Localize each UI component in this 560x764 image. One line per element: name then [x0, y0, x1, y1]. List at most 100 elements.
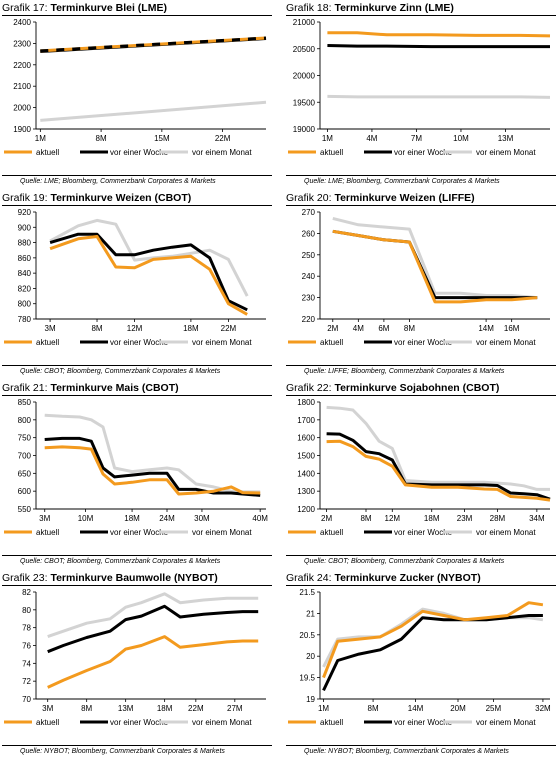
- y-tick-label: 880: [18, 239, 32, 248]
- x-tick-label: 2M: [327, 324, 338, 333]
- divider: [286, 365, 556, 366]
- line-chart: 550 600 650 700 750 800 850 3M 10M 18M 24M 30M 40M ak…: [4, 398, 268, 537]
- series-line: [327, 94, 551, 99]
- y-tick-label: 550: [18, 505, 32, 514]
- x-tick-label: 1M: [35, 134, 46, 143]
- series-line: [40, 100, 267, 122]
- x-tick-label: 8M: [360, 514, 371, 523]
- x-tick-label: 12M: [385, 514, 401, 523]
- y-tick-label: 19: [306, 695, 315, 704]
- line-chart: 70 72 74 76 78 80 82 3M 8M 13M 18M 22M 27M aktuell vor…: [4, 588, 266, 727]
- y-tick-label: 1300: [297, 487, 315, 496]
- legend-label: vor einer Woche: [110, 148, 169, 157]
- y-tick-label: 650: [18, 469, 32, 478]
- chart-title-text: Terminkurve Sojabohnen (CBOT): [334, 382, 500, 394]
- series-line: [332, 229, 538, 304]
- line-chart: 220 230 240 250 260 270 2M 4M 6M 8M 14M 16M aktuell v…: [288, 208, 550, 347]
- source-note: Quelle: NYBOT; Bloomberg, Commerzbank Co…: [20, 748, 225, 755]
- x-tick-label: 20M: [450, 704, 466, 713]
- y-tick-label: 19500: [293, 98, 316, 107]
- chart-panel: Grafik 21: Terminkurve Mais (CBOT) Quelle…: [2, 380, 274, 568]
- y-tick-label: 230: [302, 294, 316, 303]
- x-tick-label: 8M: [91, 324, 102, 333]
- x-tick-label: 10M: [78, 514, 94, 523]
- x-tick-label: 6M: [378, 324, 389, 333]
- figure-number: Grafik 22:: [286, 382, 332, 394]
- x-tick-label: 28M: [490, 514, 506, 523]
- y-tick-label: 220: [302, 315, 316, 324]
- x-tick-label: 22M: [215, 134, 231, 143]
- y-tick-label: 900: [18, 223, 32, 232]
- source-note: Quelle: LIFFE; Bloomberg, Commerzbank Co…: [304, 368, 505, 375]
- y-tick-label: 1200: [297, 505, 315, 514]
- chart-panel: Grafik 20: Terminkurve Weizen (LIFFE) Que…: [286, 190, 558, 378]
- series-line: [44, 445, 261, 496]
- x-tick-label: 12M: [127, 324, 143, 333]
- legend-label: vor einem Monat: [192, 718, 252, 727]
- chart-title-text: Terminkurve Zinn (LME): [334, 2, 454, 14]
- line-chart: 1200 1300 1400 1500 1600 1700 1800 2M 8M 12M 18M 23…: [288, 398, 551, 537]
- chart-panel: Grafik 17: Terminkurve Blei (LME) Quelle:…: [2, 0, 274, 188]
- x-tick-label: 27M: [227, 704, 243, 713]
- series-line: [332, 216, 538, 300]
- legend-label: aktuell: [36, 718, 59, 727]
- x-tick-label: 7M: [411, 134, 422, 143]
- series-line: [44, 436, 261, 497]
- series-line: [322, 601, 544, 679]
- series-line: [47, 604, 259, 654]
- y-tick-label: 850: [18, 398, 32, 407]
- legend-label: aktuell: [320, 148, 343, 157]
- series-line: [326, 432, 551, 501]
- figure-number: Grafik 18:: [286, 2, 332, 14]
- x-tick-label: 16M: [504, 324, 520, 333]
- y-tick-label: 600: [18, 487, 32, 496]
- x-tick-label: 18M: [424, 514, 440, 523]
- divider: [2, 15, 272, 16]
- x-tick-label: 8M: [96, 134, 107, 143]
- divider: [286, 175, 556, 176]
- y-tick-label: 2000: [13, 104, 31, 113]
- x-tick-label: 30M: [194, 514, 210, 523]
- series-line: [326, 439, 551, 502]
- y-tick-label: 21.5: [299, 588, 315, 597]
- y-tick-label: 19000: [293, 125, 316, 134]
- figure-number: Grafik 19:: [2, 192, 48, 204]
- y-tick-label: 80: [22, 606, 31, 615]
- legend-label: aktuell: [320, 338, 343, 347]
- figure-number: Grafik 24:: [286, 572, 332, 584]
- legend-label: vor einer Woche: [394, 148, 453, 157]
- legend-label: vor einem Monat: [192, 338, 252, 347]
- y-tick-label: 1700: [297, 416, 315, 425]
- chart-title: Grafik 17: Terminkurve Blei (LME): [2, 2, 167, 14]
- x-tick-label: 1M: [322, 134, 333, 143]
- x-tick-label: 22M: [221, 324, 237, 333]
- series-line: [327, 31, 551, 38]
- chart-title-text: Terminkurve Mais (CBOT): [50, 382, 179, 394]
- chart-panel: Grafik 19: Terminkurve Weizen (CBOT) Quel…: [2, 190, 274, 378]
- divider: [2, 745, 272, 746]
- chart-title-text: Terminkurve Weizen (LIFFE): [334, 192, 475, 204]
- legend-label: vor einer Woche: [110, 338, 169, 347]
- series-line: [47, 592, 259, 639]
- legend-label: vor einem Monat: [192, 528, 252, 537]
- figure-number: Grafik 23:: [2, 572, 48, 584]
- chart-panel: Grafik 22: Terminkurve Sojabohnen (CBOT)…: [286, 380, 558, 568]
- source-note: Quelle: CBOT; Bloomberg, Commerzbank Cor…: [20, 558, 221, 565]
- y-tick-label: 20500: [293, 45, 316, 54]
- series-line: [332, 229, 538, 300]
- legend-label: vor einer Woche: [110, 528, 169, 537]
- x-tick-label: 8M: [368, 704, 379, 713]
- legend-label: vor einem Monat: [476, 718, 536, 727]
- y-tick-label: 270: [302, 208, 316, 217]
- y-tick-label: 2300: [13, 39, 31, 48]
- series-line: [40, 36, 267, 53]
- divider: [286, 555, 556, 556]
- legend-label: aktuell: [36, 338, 59, 347]
- y-tick-label: 920: [18, 208, 32, 217]
- y-tick-label: 21000: [293, 18, 316, 27]
- y-tick-label: 860: [18, 254, 32, 263]
- x-tick-label: 3M: [45, 324, 56, 333]
- chart-panel: Grafik 24: Terminkurve Zucker (NYBOT) Que…: [286, 570, 558, 758]
- legend-label: vor einer Woche: [394, 718, 453, 727]
- x-tick-label: 10M: [453, 134, 469, 143]
